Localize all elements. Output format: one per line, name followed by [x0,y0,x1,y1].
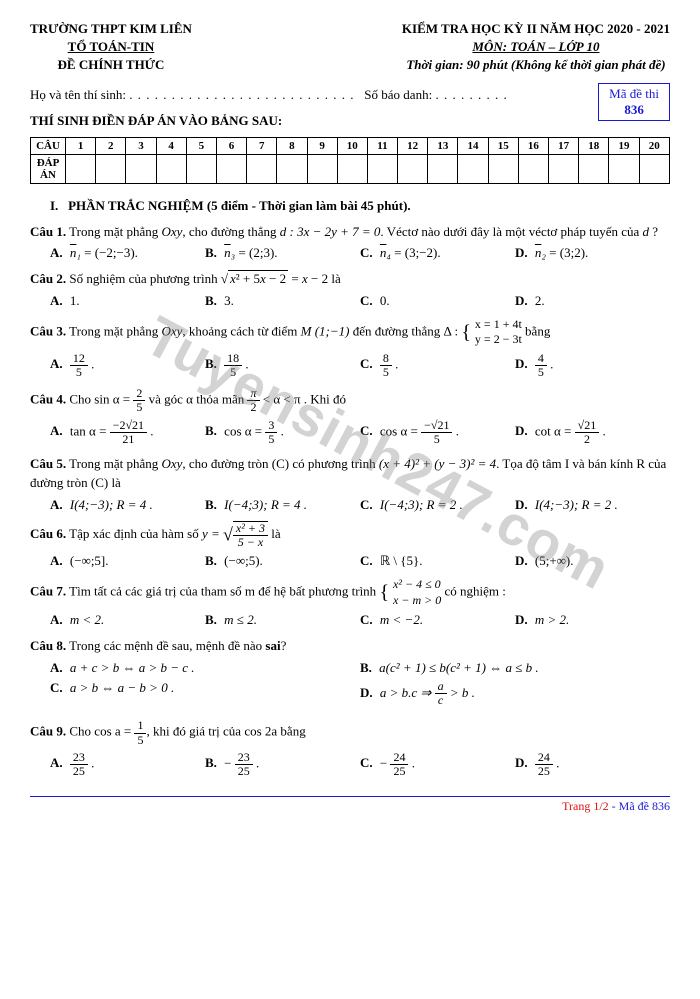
instruction: THÍ SINH ĐIỀN ĐÁP ÁN VÀO BẢNG SAU: [30,113,670,129]
exam-code-box: Mã đề thi 836 [598,83,670,121]
q5-options: A. I(4;−3); R = 4 . B. I(−4;3); R = 4 . … [50,497,670,513]
section-text: PHẦN TRẮC NGHIỆM (5 điểm - Thời gian làm… [68,198,411,213]
header: TRƯỜNG THPT KIM LIÊN TỔ TOÁN-TIN ĐỀ CHÍN… [30,20,670,75]
dept-name: TỔ TOÁN-TIN [30,38,192,56]
id-label: Số báo danh: [364,87,435,102]
name-dots: . . . . . . . . . . . . . . . . . . . . … [129,87,354,102]
footer-page: Trang 1/2 [562,799,609,813]
table-row-answers: ĐÁP ÁN [31,154,670,183]
code-label: Mã đề thi [609,86,659,102]
q8-options: A. a + c > b ⇔ a > b − c . B. a(c² + 1) … [50,660,670,711]
question-7: Câu 7. Tìm tất cả các giá trị của tham s… [30,577,670,608]
question-5: Câu 5. Trong mặt phẳng Oxy, cho đường tr… [30,454,670,493]
question-8: Câu 8. Trong các mệnh đề sau, mệnh đề nà… [30,636,670,656]
footer-code: 836 [652,799,670,813]
q4-options: A. tan α = −2√2121 . B. cos α = 35 . C. … [50,419,670,446]
section-title: I. PHẦN TRẮC NGHIỆM (5 điểm - Thời gian … [50,198,670,214]
student-info: Họ và tên thí sinh: . . . . . . . . . . … [30,87,670,103]
q6-options: A. (−∞;5]. B. (−∞;5). C. ℝ \ {5}. D. (5;… [50,553,670,569]
q3-options: A. 125 . B. 185 . C. 85 . D. 45 . [50,352,670,379]
name-label: Họ và tên thí sinh: [30,87,129,102]
section-num: I. [50,198,58,213]
time-line: Thời gian: 90 phút (Không kể thời gian p… [402,56,670,74]
answer-table: CÂU 12 34 56 78 910 1112 1314 1516 1718 … [30,137,670,184]
header-left: TRƯỜNG THPT KIM LIÊN TỔ TOÁN-TIN ĐỀ CHÍN… [30,20,192,75]
q7-options: A. m < 2. B. m ≤ 2. C. m < −2. D. m > 2. [50,612,670,628]
id-dots: . . . . . . . . . [435,87,507,102]
row2-label: ĐÁP ÁN [31,154,66,183]
question-3: Câu 3. Trong mặt phẳng Oxy, khoảng cách … [30,317,670,348]
official-label: ĐỀ CHÍNH THỨC [30,56,192,74]
question-2: Câu 2. Số nghiệm của phương trình √x² + … [30,269,670,289]
q9-options: A. 2325 . B. − 2325 . C. − 2425 . D. 242… [50,751,670,778]
code-value: 836 [609,102,659,118]
q1-options: A. n₁ = (−2;−3). B. n₃ = (2;3). C. n₄ = … [50,245,670,261]
q2-options: A. 1. B. 3. C. 0. D. 2. [50,293,670,309]
question-9: Câu 9. Cho cos a = 15, khi đó giá trị củ… [30,719,670,746]
subject-line: MÔN: TOÁN – LỚP 10 [402,38,670,56]
footer-mid: - Mã đề [609,799,652,813]
question-1: Câu 1. Trong mặt phẳng Oxy, cho đường th… [30,222,670,242]
school-name: TRƯỜNG THPT KIM LIÊN [30,20,192,38]
row1-label: CÂU [31,137,66,154]
table-row-header: CÂU 12 34 56 78 910 1112 1314 1516 1718 … [31,137,670,154]
page-footer: Trang 1/2 - Mã đề 836 [30,796,670,814]
header-right: KIỂM TRA HỌC KỲ II NĂM HỌC 2020 - 2021 M… [402,20,670,75]
exam-title: KIỂM TRA HỌC KỲ II NĂM HỌC 2020 - 2021 [402,20,670,38]
question-6: Câu 6. Tập xác định của hàm số y = √x² +… [30,521,670,549]
question-4: Câu 4. Cho sin α = 25 và góc α thỏa mãn … [30,387,670,414]
